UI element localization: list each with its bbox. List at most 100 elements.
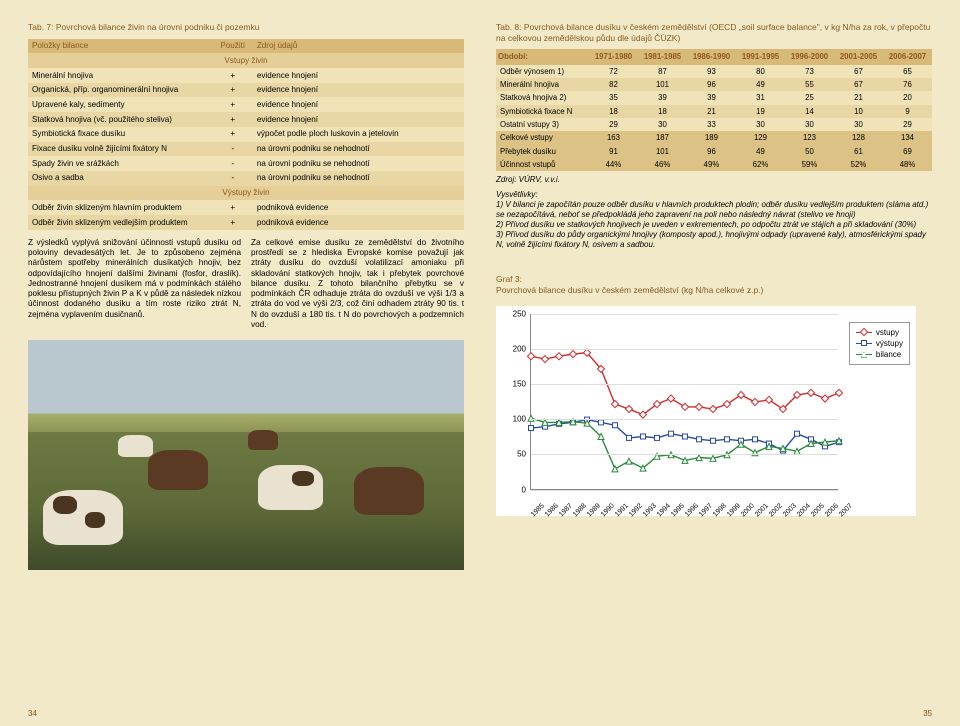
cell-label: Přebytek dusíku bbox=[496, 145, 589, 158]
table-row: Přebytek dusíku911019649506169 bbox=[496, 145, 932, 158]
photo-cow bbox=[258, 465, 323, 510]
legend-label: bilance bbox=[876, 349, 901, 360]
cell-use: + bbox=[213, 97, 253, 112]
cell-value: 18 bbox=[589, 105, 638, 118]
table8-period: 1986-1990 bbox=[687, 49, 736, 64]
cell-value: 39 bbox=[638, 91, 687, 104]
cell-value: 59% bbox=[785, 158, 834, 171]
chart-marker bbox=[753, 436, 758, 441]
table-row: Celkové vstupy163187189129123128134 bbox=[496, 131, 932, 144]
table-row: Fixace dusíku volně žijícími fixátory N-… bbox=[28, 142, 464, 157]
cell-source: výpočet podle ploch luskovin a jetelovin bbox=[253, 127, 464, 142]
cell-value: 62% bbox=[736, 158, 785, 171]
cell-source: evidence hnojení bbox=[253, 83, 464, 98]
chart-marker bbox=[669, 431, 674, 436]
cell-value: 30 bbox=[736, 118, 785, 131]
table-row: Spady živin ve srážkách-na úrovni podnik… bbox=[28, 156, 464, 171]
chart-x-label: 1990 bbox=[600, 502, 616, 518]
table8-period: 1981-1985 bbox=[638, 49, 687, 64]
table8-period: 2006-2007 bbox=[883, 49, 932, 64]
cell-value: 91 bbox=[589, 145, 638, 158]
cell-source: podniková evidence bbox=[253, 200, 464, 215]
cell-item: Spady živin ve srážkách bbox=[28, 156, 213, 171]
cell-value: 49 bbox=[736, 145, 785, 158]
page-number: 35 bbox=[923, 709, 932, 718]
table8-period: 2001-2005 bbox=[834, 49, 883, 64]
table8-source: Zdroj: VÚRV, v.v.i. bbox=[496, 175, 932, 184]
chart-gridline bbox=[531, 419, 838, 420]
cell-value: 19 bbox=[736, 105, 785, 118]
cell-value: 101 bbox=[638, 78, 687, 91]
cell-value: 39 bbox=[687, 91, 736, 104]
cell-value: 96 bbox=[687, 78, 736, 91]
cell-value: 187 bbox=[638, 131, 687, 144]
chart-x-label: 2003 bbox=[782, 502, 798, 518]
chart-x-label: 1995 bbox=[670, 502, 686, 518]
cell-item: Statková hnojiva (vč. použitého steliva) bbox=[28, 112, 213, 127]
chart-marker bbox=[695, 403, 702, 410]
table8-period-label: Období: bbox=[496, 49, 589, 64]
cell-item: Odběr živin sklizeným vedlejším produkte… bbox=[28, 215, 213, 230]
table-row: Minerální hnojiva+evidence hnojení bbox=[28, 68, 464, 83]
chart-x-label: 1998 bbox=[712, 502, 728, 518]
chart-x-label: 1985 bbox=[530, 502, 546, 518]
chart-x-label: 2005 bbox=[810, 502, 826, 518]
chart-y-label: 200 bbox=[504, 344, 526, 353]
table-row: Organická, příp. organominerální hnojiva… bbox=[28, 83, 464, 98]
photo-cattle bbox=[28, 340, 464, 570]
chart-y-label: 100 bbox=[504, 415, 526, 424]
cell-item: Minerální hnojiva bbox=[28, 68, 213, 83]
chart-graf3: vstupy výstupy bilance 05010015020025019… bbox=[496, 306, 916, 516]
table-row: Odběr živin sklizeným vedlejším produkte… bbox=[28, 215, 464, 230]
chart-marker bbox=[683, 434, 688, 439]
cell-value: 30 bbox=[638, 118, 687, 131]
chart-y-label: 250 bbox=[504, 309, 526, 318]
cell-source: podniková evidence bbox=[253, 215, 464, 230]
cell-value: 49 bbox=[736, 78, 785, 91]
table-row: Odběr výnosem 1)72879380736765 bbox=[496, 65, 932, 78]
cell-value: 189 bbox=[687, 131, 736, 144]
chart-gridline bbox=[531, 314, 838, 315]
chart-plot-area bbox=[530, 314, 838, 490]
chart-x-label: 2000 bbox=[740, 502, 756, 518]
table7-col-use: Použití bbox=[213, 39, 253, 54]
chart-gridline bbox=[531, 349, 838, 350]
cell-use: - bbox=[213, 142, 253, 157]
chart-x-label: 2001 bbox=[754, 502, 770, 518]
cell-value: 48% bbox=[883, 158, 932, 171]
chart-x-label: 1987 bbox=[558, 502, 574, 518]
chart-marker bbox=[612, 465, 618, 471]
cell-use: + bbox=[213, 200, 253, 215]
cell-source: evidence hnojení bbox=[253, 97, 464, 112]
chart-marker bbox=[795, 431, 800, 436]
cell-value: 33 bbox=[687, 118, 736, 131]
chart-x-label: 2006 bbox=[824, 502, 840, 518]
cell-value: 72 bbox=[589, 65, 638, 78]
legend-item-bilance: bilance bbox=[856, 349, 903, 360]
chart-gridline bbox=[531, 384, 838, 385]
table7: Položky bilance Použití Zdroj údajů Vstu… bbox=[28, 39, 464, 230]
cell-item: Osivo a sadba bbox=[28, 171, 213, 186]
cell-item: Fixace dusíku volně žijícími fixátory N bbox=[28, 142, 213, 157]
legend-item-vstupy: vstupy bbox=[856, 327, 903, 338]
cell-value: 29 bbox=[589, 118, 638, 131]
chart-marker bbox=[835, 389, 842, 396]
legend-label: vstupy bbox=[876, 327, 899, 338]
chart-legend: vstupy výstupy bilance bbox=[849, 322, 910, 366]
chart-svg bbox=[531, 314, 838, 489]
chart-x-label: 1994 bbox=[656, 502, 672, 518]
cell-label: Účinnost vstupů bbox=[496, 158, 589, 171]
cell-source: na úrovni podniku se nehodnotí bbox=[253, 171, 464, 186]
table-row: Minerální hnojiva821019649556776 bbox=[496, 78, 932, 91]
legend-label: výstupy bbox=[876, 338, 903, 349]
cell-value: 21 bbox=[687, 105, 736, 118]
chart-marker bbox=[641, 434, 646, 439]
table-row: Statková hnojiva (vč. použitého steliva)… bbox=[28, 112, 464, 127]
cell-value: 29 bbox=[883, 118, 932, 131]
cell-use: - bbox=[213, 156, 253, 171]
cell-label: Celkové vstupy bbox=[496, 131, 589, 144]
cell-value: 73 bbox=[785, 65, 834, 78]
cell-value: 21 bbox=[834, 91, 883, 104]
cell-value: 35 bbox=[589, 91, 638, 104]
cell-item: Symbiotická fixace dusíku bbox=[28, 127, 213, 142]
